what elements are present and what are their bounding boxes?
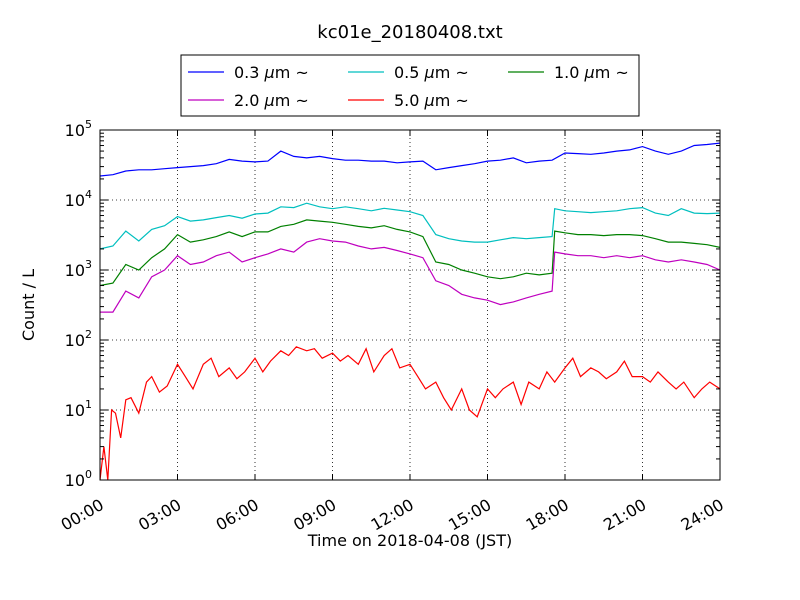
legend-label: 0.3 μm ~ <box>234 63 309 82</box>
y-tick-label: 105 <box>65 118 92 140</box>
x-tick-label: 03:00 <box>135 495 184 535</box>
legend-label: 1.0 μm ~ <box>554 63 629 82</box>
series-group <box>100 142 720 480</box>
x-tick-label: 12:00 <box>368 495 417 535</box>
grid-lines <box>100 130 720 480</box>
x-tick-label: 24:00 <box>678 495 727 535</box>
y-tick-label: 102 <box>65 328 92 350</box>
y-tick-label: 104 <box>65 188 92 210</box>
axis-ticks: 00:00 03:00 06:00 09:00 12:00 15:00 18:00 21:00… <box>58 118 727 535</box>
legend-label: 0.5 μm ~ <box>394 63 469 82</box>
series-line-0-3um <box>100 142 720 177</box>
series-line-0-5um <box>100 202 720 250</box>
series-line-2-0um <box>100 238 720 313</box>
y-tick-label: 100 <box>65 468 92 490</box>
legend-label: 2.0 μm ~ <box>234 91 309 110</box>
series-line-5-0um <box>100 346 720 480</box>
x-tick-label: 06:00 <box>213 495 262 535</box>
x-tick-label: 15:00 <box>445 495 494 535</box>
x-tick-label: 21:00 <box>600 495 649 535</box>
x-axis-label: Time on 2018-04-08 (JST) <box>307 531 512 550</box>
legend: 0.3 μm ~ 0.5 μm ~ 1.0 μm ~ 2.0 μm ~ 5.0 μm ~ <box>180 54 640 117</box>
y-tick-label: 101 <box>65 398 92 420</box>
y-axis-label: Count / L <box>19 269 38 341</box>
x-tick-label: 00:00 <box>58 495 107 535</box>
x-tick-label: 09:00 <box>290 495 339 535</box>
chart-title: kc01e_20180408.txt <box>317 22 502 43</box>
series-line-1-0um <box>100 219 720 287</box>
x-tick-label: 18:00 <box>523 495 572 535</box>
y-tick-label: 103 <box>65 258 92 280</box>
legend-label: 5.0 μm ~ <box>394 91 469 110</box>
legend-box <box>180 54 640 117</box>
